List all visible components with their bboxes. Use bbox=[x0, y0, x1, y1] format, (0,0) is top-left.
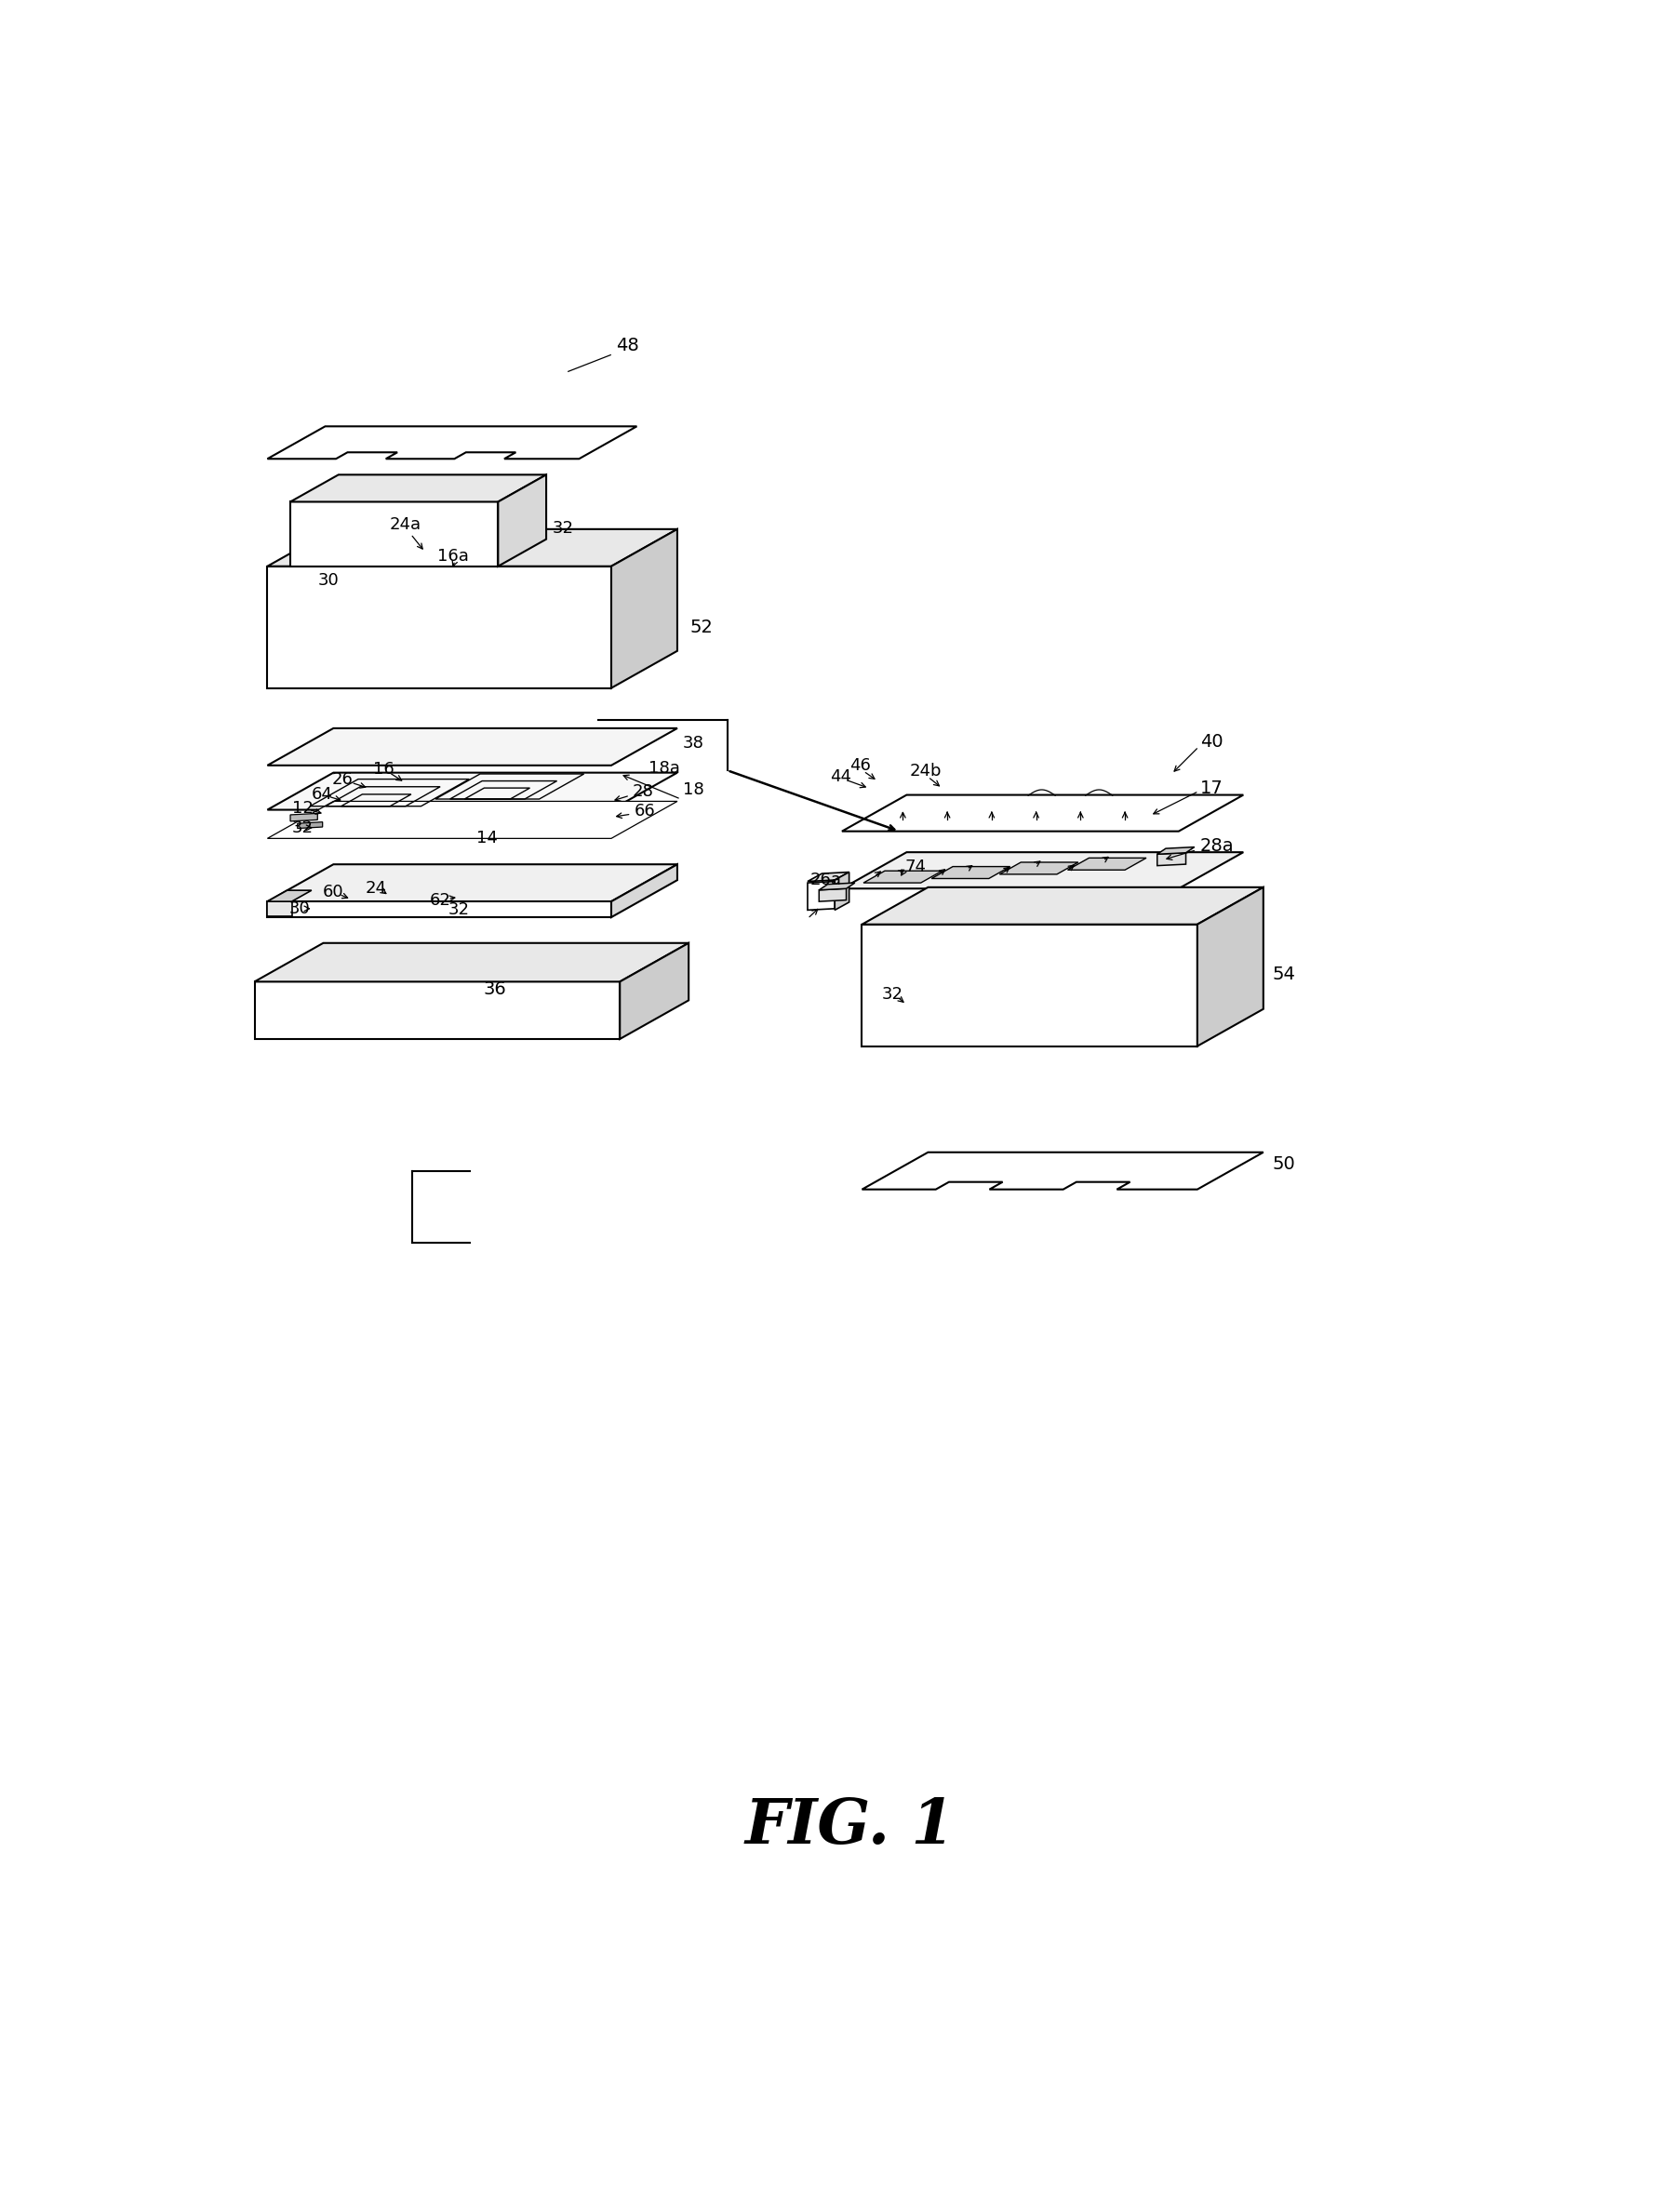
Text: 74: 74 bbox=[905, 858, 925, 876]
Polygon shape bbox=[610, 529, 676, 688]
Polygon shape bbox=[1157, 854, 1185, 865]
Text: 24a: 24a bbox=[390, 515, 421, 533]
Text: 30: 30 bbox=[288, 900, 310, 918]
Text: 40: 40 bbox=[1199, 732, 1222, 750]
Text: 18a: 18a bbox=[648, 761, 680, 776]
Polygon shape bbox=[1068, 858, 1146, 869]
Text: 32: 32 bbox=[552, 520, 574, 538]
Text: 26: 26 bbox=[332, 772, 353, 787]
Text: 28: 28 bbox=[632, 783, 653, 801]
Text: 66: 66 bbox=[633, 803, 655, 821]
Polygon shape bbox=[254, 982, 620, 1040]
Text: 24: 24 bbox=[365, 880, 386, 896]
Polygon shape bbox=[267, 427, 637, 458]
Text: 14: 14 bbox=[476, 830, 497, 847]
Polygon shape bbox=[819, 883, 854, 889]
Text: 24b: 24b bbox=[910, 763, 942, 779]
Text: 26a: 26a bbox=[811, 872, 842, 889]
Text: FIG. 1: FIG. 1 bbox=[744, 1796, 955, 1858]
Text: 16a: 16a bbox=[438, 549, 469, 564]
Polygon shape bbox=[1197, 887, 1263, 1046]
Text: 44: 44 bbox=[829, 768, 851, 785]
Text: 48: 48 bbox=[615, 336, 638, 354]
Polygon shape bbox=[807, 872, 849, 880]
Text: 38: 38 bbox=[683, 734, 705, 752]
Polygon shape bbox=[267, 902, 292, 916]
Polygon shape bbox=[267, 529, 676, 566]
Polygon shape bbox=[267, 566, 610, 688]
Text: 32: 32 bbox=[448, 902, 469, 918]
Polygon shape bbox=[620, 942, 688, 1040]
Polygon shape bbox=[267, 801, 676, 838]
Polygon shape bbox=[290, 476, 545, 502]
Polygon shape bbox=[834, 872, 849, 909]
Polygon shape bbox=[819, 889, 846, 902]
Polygon shape bbox=[267, 889, 312, 902]
Text: 52: 52 bbox=[690, 619, 713, 637]
Text: 60: 60 bbox=[322, 885, 343, 900]
Polygon shape bbox=[610, 865, 676, 918]
Polygon shape bbox=[267, 772, 676, 810]
Polygon shape bbox=[290, 502, 497, 566]
Polygon shape bbox=[1157, 847, 1194, 854]
Polygon shape bbox=[862, 1152, 1263, 1190]
Polygon shape bbox=[1000, 863, 1078, 874]
Polygon shape bbox=[267, 728, 676, 765]
Polygon shape bbox=[862, 887, 1263, 925]
Polygon shape bbox=[297, 823, 322, 830]
Text: 12: 12 bbox=[292, 801, 313, 816]
Text: 36: 36 bbox=[484, 980, 506, 998]
Polygon shape bbox=[807, 880, 834, 909]
Text: 50: 50 bbox=[1272, 1155, 1295, 1172]
Polygon shape bbox=[842, 852, 1242, 889]
Polygon shape bbox=[862, 872, 942, 883]
Polygon shape bbox=[290, 814, 317, 821]
Text: 32: 32 bbox=[880, 987, 902, 1002]
Text: 32: 32 bbox=[292, 818, 313, 836]
Text: 64: 64 bbox=[312, 785, 333, 803]
Polygon shape bbox=[842, 794, 1242, 832]
Text: 18: 18 bbox=[683, 781, 703, 799]
Polygon shape bbox=[254, 942, 688, 982]
Text: 62: 62 bbox=[429, 891, 451, 909]
Polygon shape bbox=[862, 925, 1197, 1046]
Polygon shape bbox=[267, 865, 676, 902]
Text: 30: 30 bbox=[317, 573, 338, 588]
Polygon shape bbox=[932, 867, 1010, 878]
Text: 46: 46 bbox=[849, 757, 870, 774]
Text: 28a: 28a bbox=[1199, 836, 1234, 854]
Polygon shape bbox=[497, 476, 545, 566]
Text: 54: 54 bbox=[1272, 967, 1295, 984]
Polygon shape bbox=[267, 902, 610, 918]
Text: 16: 16 bbox=[373, 761, 393, 776]
Text: 17: 17 bbox=[1199, 779, 1222, 796]
